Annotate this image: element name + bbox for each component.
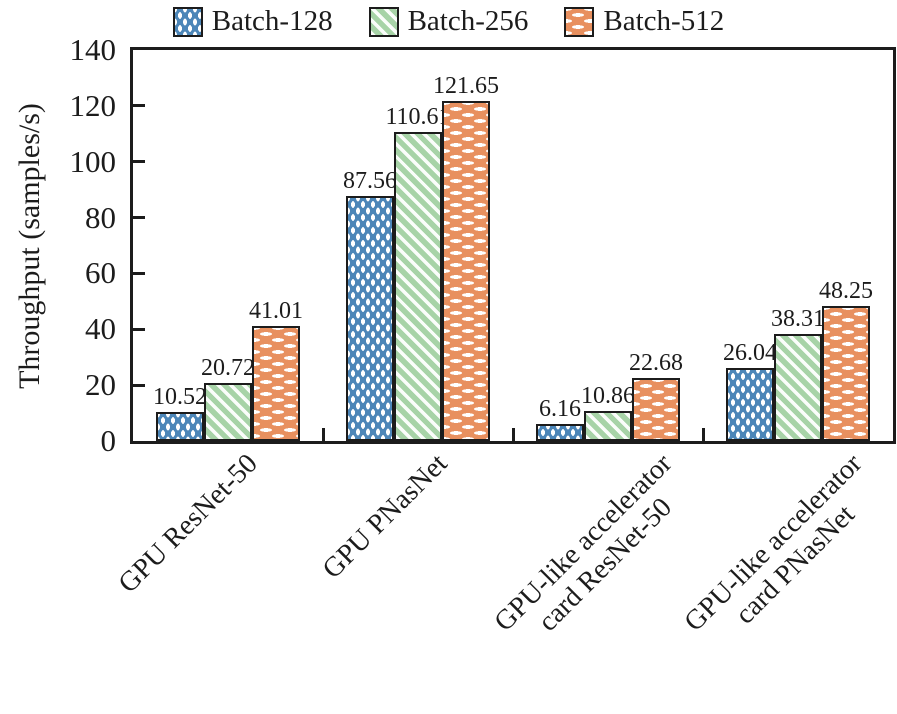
legend-item: Batch-512 (564, 5, 724, 38)
bar-value-label: 10.52 (153, 383, 207, 410)
bar (442, 101, 490, 441)
bar-value-label: 10.86 (581, 382, 635, 409)
bar-value-label: 48.25 (819, 278, 873, 305)
y-tick-mark (133, 327, 145, 331)
bar-value-label: 6.16 (539, 395, 581, 422)
bar (394, 132, 442, 441)
y-tick-label: 140 (69, 32, 117, 67)
y-tick-label: 60 (85, 255, 116, 291)
y-tick-label: 100 (69, 143, 117, 179)
y-tick-mark (133, 271, 145, 275)
bar (822, 306, 870, 441)
batch-128-swatch (172, 6, 203, 37)
x-tick-mark (511, 428, 515, 441)
bar-value-label: 22.68 (629, 349, 683, 376)
bar-value-label: 87.56 (343, 168, 397, 195)
y-tick-label: 20 (85, 367, 116, 403)
y-tick-mark (133, 104, 145, 108)
bar (774, 334, 822, 441)
bar-value-label: 26.04 (723, 340, 777, 367)
x-category-label: GPU-like accelerator card PNasNet (678, 448, 868, 638)
x-category-label: GPU-like accelerator card ResNet-50 (488, 448, 678, 638)
legend-item: Batch-128 (172, 5, 333, 38)
bar (252, 326, 300, 441)
batch-512-swatch (564, 6, 595, 37)
bar (726, 368, 774, 441)
legend-label: Batch-128 (211, 5, 333, 37)
bar-value-label: 121.65 (433, 73, 499, 100)
x-tick-mark (321, 428, 325, 441)
y-tick-mark (133, 160, 145, 164)
y-tick-label: 80 (85, 199, 116, 235)
bar (346, 196, 394, 441)
bar-value-label: 38.31 (771, 306, 825, 333)
y-tick-label: 40 (85, 311, 116, 347)
legend: Batch-128 Batch-256 Batch-512 (0, 5, 897, 38)
x-tick-mark (701, 428, 705, 441)
bar-value-label: 20.72 (201, 355, 255, 382)
y-tick-label: 0 (100, 423, 117, 458)
y-tick-label: 120 (69, 87, 117, 123)
legend-label: Batch-512 (603, 5, 725, 37)
bar (536, 423, 584, 441)
plot-area: 10.52 20.72 41.01 87.56 110.61 121.65 6.16 10.8… (130, 47, 896, 444)
bar (584, 410, 632, 441)
x-category-label: GPU ResNet-50 (112, 448, 264, 600)
bar (204, 383, 252, 441)
bar-value-label: 41.01 (249, 298, 303, 325)
y-tick-mark (133, 383, 145, 387)
bar-value-label: 110.61 (385, 104, 451, 131)
bar (156, 411, 204, 441)
batch-256-swatch (368, 6, 399, 37)
legend-item: Batch-256 (368, 5, 529, 38)
x-category-label: GPU PNasNet (317, 448, 454, 585)
y-tick-mark (133, 216, 145, 220)
bar (632, 377, 680, 441)
legend-label: Batch-256 (407, 5, 529, 37)
